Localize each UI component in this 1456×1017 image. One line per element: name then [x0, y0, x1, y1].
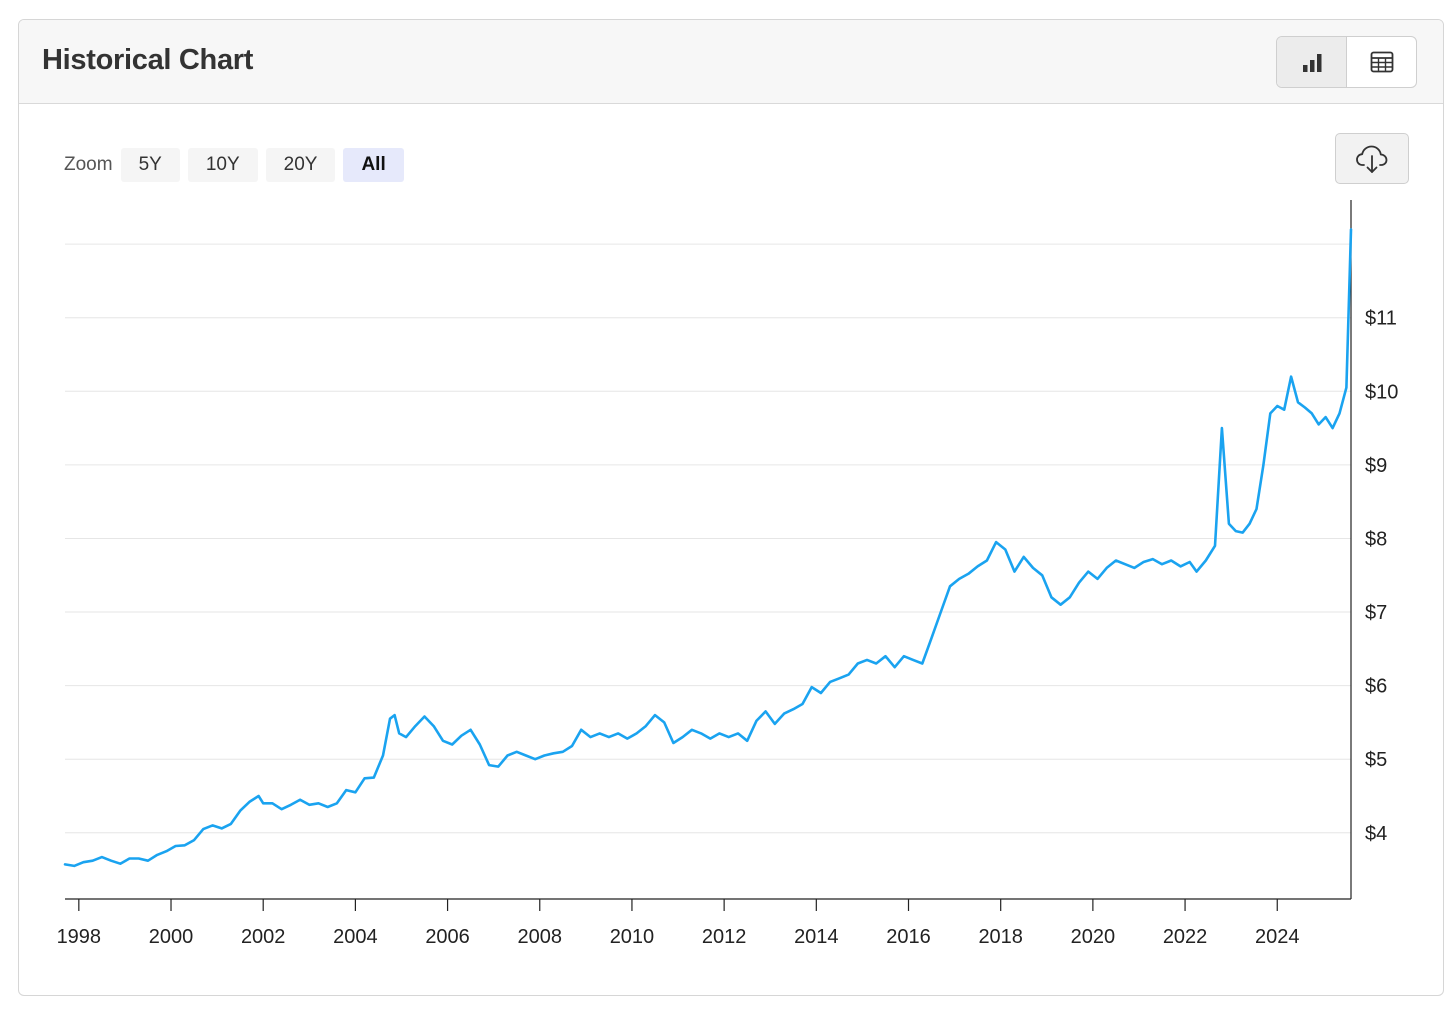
x-tick-label: 2014: [794, 926, 839, 948]
x-tick-label: 2008: [518, 926, 563, 948]
y-tick-label: $4: [1365, 823, 1387, 845]
view-toggle: [1276, 36, 1417, 88]
x-tick-label: 2024: [1255, 926, 1300, 948]
cloud-download-icon: [1356, 145, 1388, 173]
y-tick-label: $6: [1365, 676, 1387, 698]
zoom-10y-button[interactable]: 10Y: [187, 148, 258, 182]
x-tick-label: 2020: [1071, 926, 1116, 948]
chart-view-button[interactable]: [1277, 37, 1347, 87]
x-tick-label: 2000: [149, 926, 194, 948]
card-title: Historical Chart: [42, 44, 254, 76]
zoom-label: Zoom: [64, 154, 113, 175]
x-tick-label: 2006: [425, 926, 470, 948]
grid-lines: [65, 243, 1351, 834]
y-tick-label: $5: [1365, 749, 1387, 771]
download-button[interactable]: [1335, 133, 1409, 184]
y-tick-label: $7: [1365, 602, 1387, 624]
x-tick-label: 2012: [702, 926, 747, 948]
x-tick-label: 2002: [241, 926, 286, 948]
table-icon: [1370, 51, 1393, 73]
zoom-5y-button[interactable]: 5Y: [120, 148, 180, 182]
y-tick-label: $10: [1365, 381, 1398, 403]
table-view-button[interactable]: [1347, 37, 1416, 87]
zoom-controls: Zoom 5Y 10Y 20Y All: [64, 148, 412, 182]
x-tick-label: 2004: [333, 926, 378, 948]
x-tick-label: 2010: [610, 926, 655, 948]
chart-series: [63, 228, 1353, 868]
y-tick-label: $9: [1365, 455, 1387, 477]
y-tick-label: $8: [1365, 528, 1387, 550]
x-tick-label: 1998: [57, 926, 102, 948]
x-tick-label: 2022: [1163, 926, 1208, 948]
price-series-line: [63, 228, 1353, 868]
chart-plot: 1998 2000 2002 2004 2006 2008 2010 2012 2014 2016…: [57, 200, 1398, 948]
y-tick-label: $11: [1365, 308, 1397, 330]
historical-chart-card: Historical Chart: [18, 19, 1444, 996]
x-tick-label: 2018: [978, 926, 1023, 948]
zoom-all-button[interactable]: All: [343, 148, 404, 182]
card-header: Historical Chart: [19, 20, 1443, 104]
bar-chart-icon: [1302, 54, 1321, 72]
x-tick-label: 2016: [886, 926, 931, 948]
chart-axes: 1998 2000 2002 2004 2006 2008 2010 2012 2014 2016…: [57, 200, 1398, 948]
zoom-20y-button[interactable]: 20Y: [265, 148, 336, 182]
